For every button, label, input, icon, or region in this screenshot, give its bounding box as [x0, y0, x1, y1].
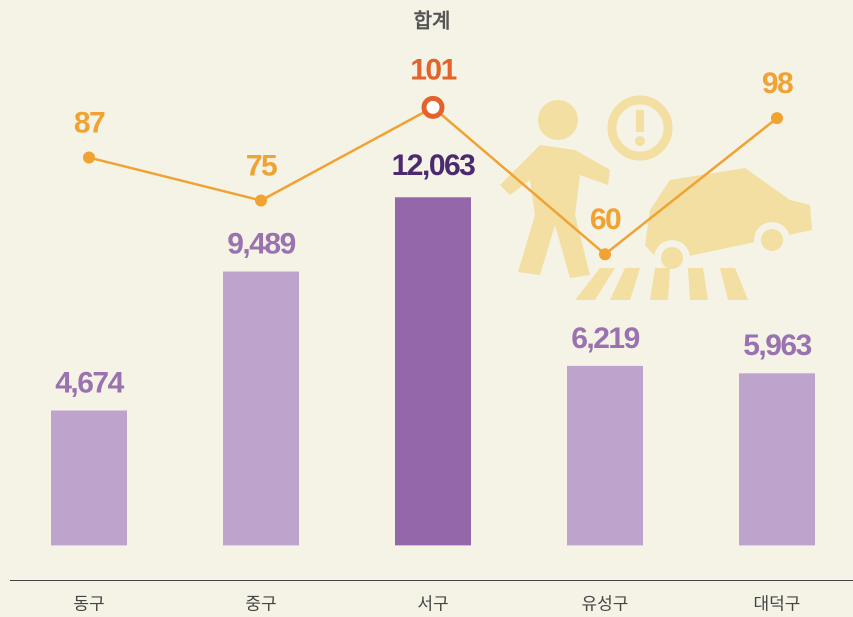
- bar: [395, 197, 471, 546]
- line-value-label: 98: [762, 67, 793, 100]
- bar: [739, 373, 815, 546]
- line-marker: [421, 95, 445, 119]
- x-tick-label: 서구: [417, 594, 448, 613]
- bar-value-label: 12,063: [392, 149, 476, 182]
- bar: [223, 271, 299, 546]
- bar-value-label: 5,963: [743, 329, 811, 362]
- line-value-label: 87: [74, 106, 105, 139]
- bar-value-label: 4,674: [55, 366, 124, 399]
- line-marker: [83, 151, 95, 164]
- bar: [51, 410, 127, 546]
- line-value-label: 75: [246, 149, 277, 182]
- bar: [567, 365, 643, 546]
- line-marker: [599, 248, 611, 261]
- x-tick-label: 대덕구: [754, 594, 801, 613]
- chart-title: 합계: [414, 9, 451, 32]
- line-value-label: 60: [590, 203, 621, 236]
- illustration: [500, 95, 812, 300]
- x-tick-label: 중구: [245, 594, 276, 613]
- line-marker: [771, 112, 783, 125]
- x-tick-label: 동구: [73, 594, 104, 613]
- line-marker: [255, 194, 267, 207]
- x-tick-label: 유성구: [582, 594, 629, 613]
- bar-value-label: 9,489: [227, 227, 295, 260]
- bar-value-label: 6,219: [571, 322, 639, 355]
- line-value-label: 101: [410, 53, 456, 86]
